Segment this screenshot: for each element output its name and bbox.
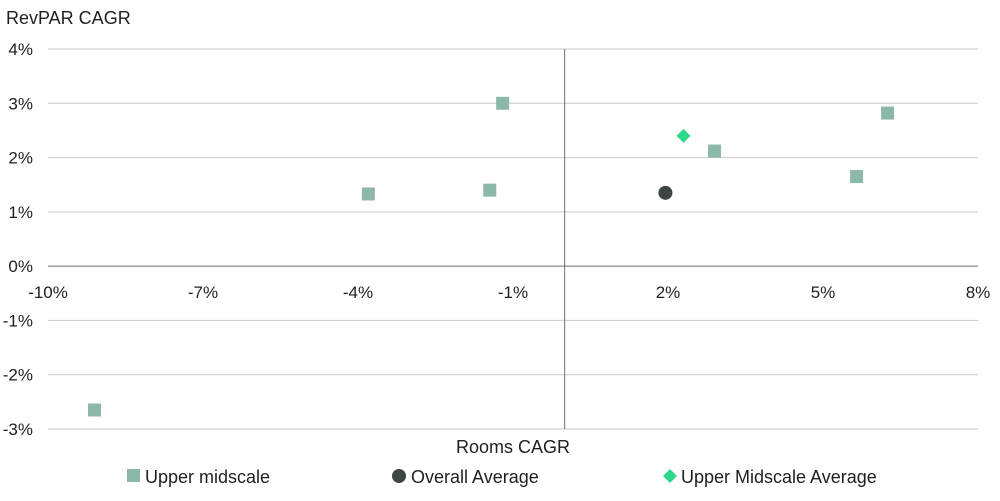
points-layer xyxy=(88,96,895,417)
legend: Upper midscale Overall Average Upper Mid… xyxy=(127,467,877,487)
legend-item-overall-average: Overall Average xyxy=(392,467,539,487)
y-tick-label: -3% xyxy=(3,420,33,439)
tick-label-layer: 4% 3% 2% 1% 0% -1% -2% -3% -10% -7% -4% -1% 2% 5% 8% xyxy=(3,40,991,439)
y-tick-label: 1% xyxy=(8,203,33,222)
legend-marker-circle xyxy=(392,469,406,483)
axis-layer xyxy=(48,49,978,429)
y-tick-label: 3% xyxy=(8,94,33,113)
legend-item-upper-midscale-average: Upper Midscale Average xyxy=(663,467,877,487)
data-point-square xyxy=(496,96,510,110)
x-tick-label: -1% xyxy=(498,283,528,302)
y-tick-label: 4% xyxy=(8,40,33,59)
data-point-square xyxy=(881,106,895,120)
x-tick-label: -7% xyxy=(188,283,218,302)
data-point-square xyxy=(483,183,497,197)
data-point-square xyxy=(361,187,375,201)
legend-label-upper-midscale-average: Upper Midscale Average xyxy=(681,467,877,487)
y-axis-title: RevPAR CAGR xyxy=(6,8,131,28)
y-tick-label: -1% xyxy=(3,311,33,330)
data-point-square xyxy=(708,144,721,158)
x-axis-title: Rooms CAGR xyxy=(456,437,570,457)
y-tick-label: 2% xyxy=(8,149,33,168)
legend-marker-diamond xyxy=(663,469,677,483)
y-tick-label: -2% xyxy=(3,366,33,385)
legend-item-upper-midscale: Upper midscale xyxy=(127,467,270,487)
legend-label-upper-midscale: Upper midscale xyxy=(145,467,270,487)
x-tick-label: 8% xyxy=(966,283,991,302)
data-point-diamond xyxy=(676,128,691,143)
x-tick-label: -10% xyxy=(28,283,68,302)
legend-label-overall-average: Overall Average xyxy=(411,467,539,487)
y-tick-label: 0% xyxy=(8,257,33,276)
legend-marker-square xyxy=(127,469,140,482)
x-tick-label: 5% xyxy=(811,283,836,302)
x-tick-label: 2% xyxy=(656,283,681,302)
data-point-square xyxy=(850,170,864,184)
data-point-circle xyxy=(658,185,673,200)
grid-layer xyxy=(48,48,978,430)
data-point-square xyxy=(88,403,101,417)
x-tick-label: -4% xyxy=(343,283,373,302)
